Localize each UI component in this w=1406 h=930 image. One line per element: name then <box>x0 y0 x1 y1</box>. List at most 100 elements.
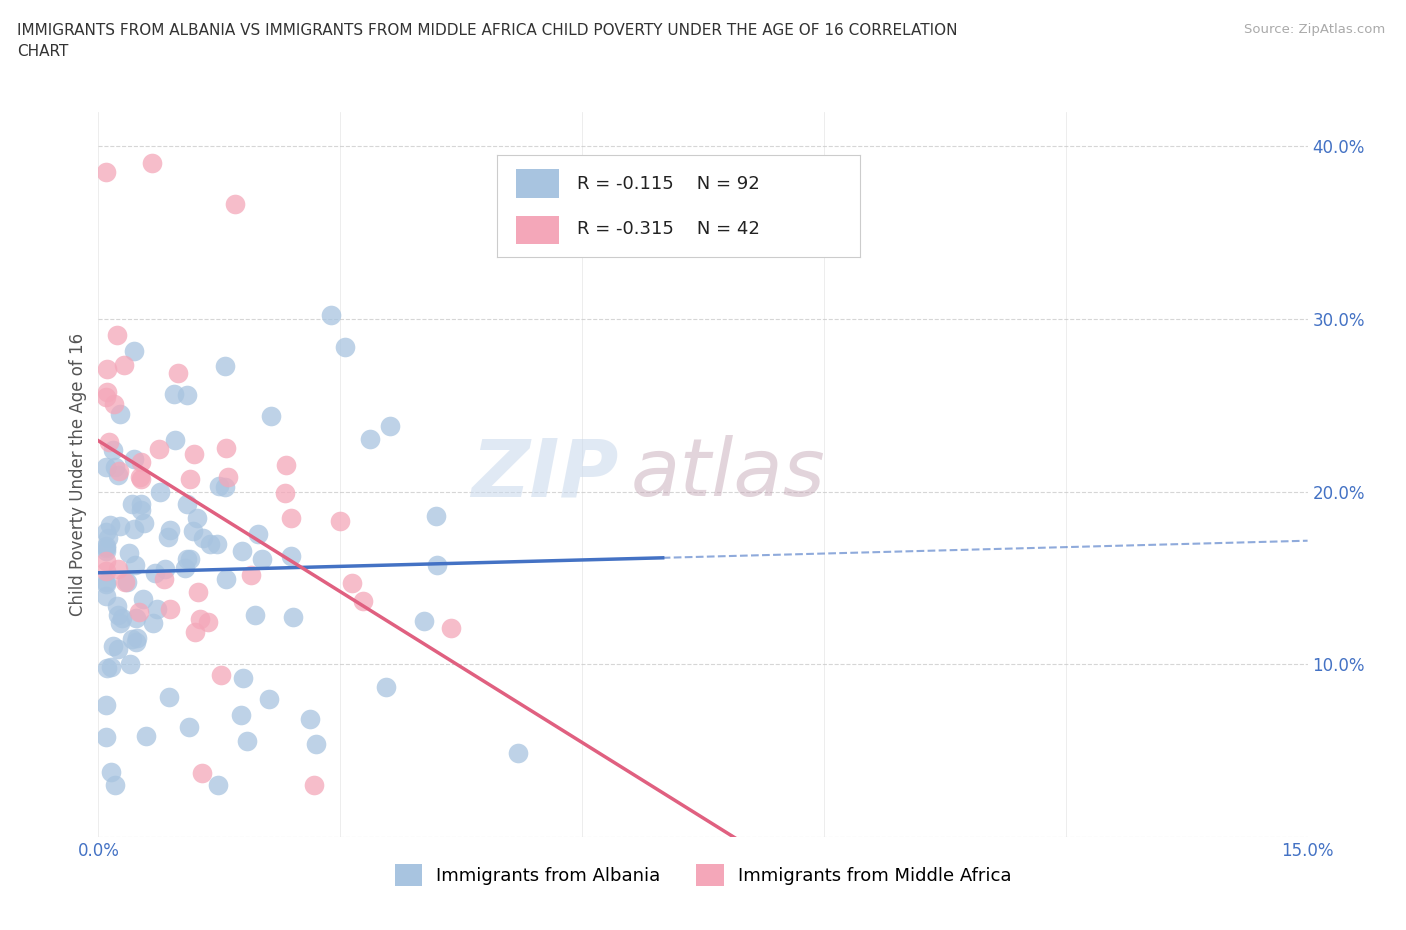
Point <box>103 396 125 411</box>
Point <box>96 660 118 675</box>
Point <box>214 480 236 495</box>
Point <box>153 562 176 577</box>
Point <box>101 443 124 458</box>
Point <box>181 524 204 538</box>
Point <box>231 544 253 559</box>
Point <box>163 387 186 402</box>
Point <box>298 711 321 726</box>
Point <box>143 565 166 580</box>
Legend: Immigrants from Albania, Immigrants from Middle Africa: Immigrants from Albania, Immigrants from… <box>387 857 1019 893</box>
Point <box>125 611 148 626</box>
Point <box>440 621 463 636</box>
Point <box>118 546 141 561</box>
Point <box>131 497 153 512</box>
Point <box>96 540 118 555</box>
Point <box>506 746 529 761</box>
Point <box>124 558 146 573</box>
Point <box>135 729 157 744</box>
Point <box>108 464 131 479</box>
Point <box>108 406 131 421</box>
Point <box>96 553 118 568</box>
Point <box>104 459 127 474</box>
Point <box>188 612 211 627</box>
Point <box>184 624 207 639</box>
Point <box>280 511 302 525</box>
Point <box>426 557 449 572</box>
Point <box>96 165 118 179</box>
Point <box>193 530 215 545</box>
Point <box>179 551 201 566</box>
Point <box>425 509 447 524</box>
Point <box>96 564 118 578</box>
Point <box>108 519 131 534</box>
Point <box>236 734 259 749</box>
Point <box>329 513 352 528</box>
Point <box>378 418 401 433</box>
Point <box>105 327 128 342</box>
Point <box>274 485 297 500</box>
Point <box>141 156 163 171</box>
Point <box>112 358 135 373</box>
Point <box>305 737 328 751</box>
Point <box>129 470 152 485</box>
Point <box>142 616 165 631</box>
Point <box>148 441 170 456</box>
Point <box>280 549 302 564</box>
Point <box>110 610 132 625</box>
Point <box>159 602 181 617</box>
Point <box>302 777 325 792</box>
Text: Source: ZipAtlas.com: Source: ZipAtlas.com <box>1244 23 1385 36</box>
Point <box>124 522 146 537</box>
Point <box>96 384 118 399</box>
Point <box>96 729 118 744</box>
Point <box>229 707 252 722</box>
Point <box>96 698 118 712</box>
Point <box>340 576 363 591</box>
Point <box>146 601 169 616</box>
Point <box>174 561 197 576</box>
Point <box>107 607 129 622</box>
Point <box>114 574 136 589</box>
Point <box>319 307 342 322</box>
Point <box>281 610 304 625</box>
Point <box>240 567 263 582</box>
Point <box>105 599 128 614</box>
Point <box>117 575 139 590</box>
Point <box>257 692 280 707</box>
Point <box>352 594 374 609</box>
Point <box>187 584 209 599</box>
Point <box>243 607 266 622</box>
Point <box>215 571 238 586</box>
Point <box>250 551 273 566</box>
Point <box>333 339 356 354</box>
Point <box>101 638 124 653</box>
Point <box>107 561 129 576</box>
Point <box>96 543 118 558</box>
Point <box>276 458 298 472</box>
Point <box>176 387 198 402</box>
Point <box>197 615 219 630</box>
Point <box>205 537 228 551</box>
Point <box>129 455 152 470</box>
Point <box>96 525 118 539</box>
Point <box>179 472 201 486</box>
Point <box>191 765 214 780</box>
Y-axis label: Child Poverty Under the Age of 16: Child Poverty Under the Age of 16 <box>69 333 87 616</box>
Point <box>159 523 181 538</box>
Point <box>96 390 118 405</box>
Point <box>108 615 131 630</box>
Text: atlas: atlas <box>630 435 825 513</box>
Point <box>153 571 176 586</box>
Point <box>131 591 153 606</box>
Point <box>107 468 129 483</box>
Point <box>96 589 118 604</box>
Point <box>121 497 143 512</box>
Point <box>97 434 120 449</box>
Point <box>149 485 172 499</box>
Point <box>208 478 231 493</box>
Point <box>215 440 238 455</box>
Point <box>157 530 180 545</box>
Point <box>97 531 120 546</box>
Point <box>177 720 200 735</box>
Point <box>247 526 270 541</box>
